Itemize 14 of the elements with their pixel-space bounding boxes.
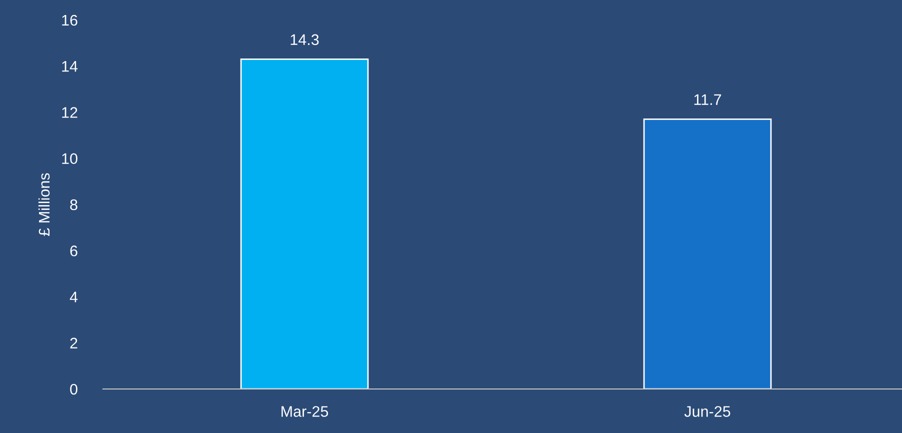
y-tick-label: 2 bbox=[70, 338, 78, 348]
y-tick-label: 14 bbox=[62, 61, 78, 72]
y-tick-label: 16 bbox=[62, 14, 78, 26]
y-tick-label: 6 bbox=[70, 245, 78, 256]
y-tick-label: 10 bbox=[62, 153, 78, 164]
y-axis-title: £ Millions bbox=[38, 173, 50, 236]
x-tick-label: Jun-25 bbox=[684, 406, 730, 417]
x-tick-label: Mar-25 bbox=[282, 406, 328, 417]
data-label: 11.7 bbox=[694, 94, 722, 105]
y-tick-label: 8 bbox=[70, 199, 78, 210]
y-tick-label: 12 bbox=[62, 107, 78, 118]
y-tick-label: 4 bbox=[70, 292, 78, 302]
data-label: 14.3 bbox=[290, 34, 319, 46]
y-tick-label: 0 bbox=[70, 384, 78, 395]
